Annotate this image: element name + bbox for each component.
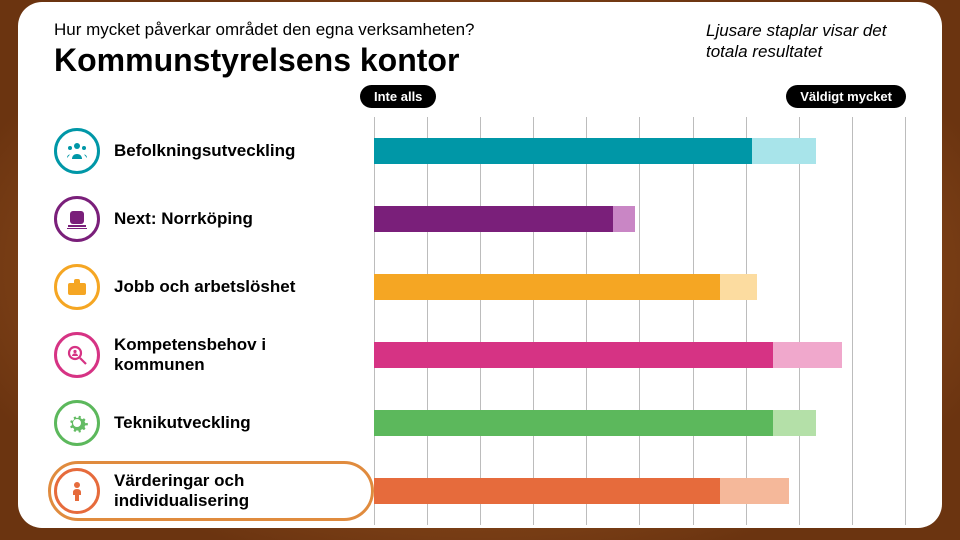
subtitle: Hur mycket påverkar området den egna ver… xyxy=(54,20,706,40)
briefcase-icon xyxy=(54,264,100,310)
row-label: Jobb och arbetslöshet xyxy=(114,277,295,297)
row-label: Kompetensbehov ikommunen xyxy=(114,335,266,376)
bar-row-varderingar xyxy=(374,457,906,525)
row-varderingar: Värderingar ochindividualisering xyxy=(54,457,374,525)
bar-dark xyxy=(374,410,773,436)
axis-label-right: Väldigt mycket xyxy=(786,85,906,108)
bar-dark xyxy=(374,478,720,504)
bar-row-befolkning xyxy=(374,117,906,185)
axis-labels-row: Inte alls Väldigt mycket xyxy=(54,85,906,111)
bar-row-teknik xyxy=(374,389,906,457)
train-icon xyxy=(54,196,100,242)
bar-row-jobb xyxy=(374,253,906,321)
row-label: Teknikutveckling xyxy=(114,413,251,433)
search-person-icon xyxy=(54,332,100,378)
row-next-norrkoping: Next: Norrköping xyxy=(54,185,374,253)
axis-label-left: Inte alls xyxy=(360,85,436,108)
bar-dark xyxy=(374,138,752,164)
chart: Befolkningsutveckling Next: Norrköping Job… xyxy=(54,117,906,525)
slide-card: { "header": { "subtitle": "Hur mycket på… xyxy=(18,2,942,528)
row-label: Next: Norrköping xyxy=(114,209,253,229)
row-teknik: Teknikutveckling xyxy=(54,389,374,457)
page-title: Kommunstyrelsens kontor xyxy=(54,42,706,79)
people-icon xyxy=(54,128,100,174)
row-befolkning: Befolkningsutveckling xyxy=(54,117,374,185)
bar-dark xyxy=(374,274,720,300)
header: Hur mycket påverkar området den egna ver… xyxy=(54,20,906,79)
row-kompetens: Kompetensbehov ikommunen xyxy=(54,321,374,389)
bar-row-kompetens xyxy=(374,321,906,389)
row-jobb: Jobb och arbetslöshet xyxy=(54,253,374,321)
legend-note: Ljusare staplar visar det totala resulta… xyxy=(706,20,906,63)
row-label: Värderingar ochindividualisering xyxy=(114,471,249,512)
row-label: Befolkningsutveckling xyxy=(114,141,295,161)
gear-icon xyxy=(54,400,100,446)
bar-dark xyxy=(374,206,613,232)
person-icon xyxy=(54,468,100,514)
labels-column: Befolkningsutveckling Next: Norrköping Job… xyxy=(54,117,374,525)
bar-dark xyxy=(374,342,773,368)
bar-row-next-norrkoping xyxy=(374,185,906,253)
bars-column xyxy=(374,117,906,525)
